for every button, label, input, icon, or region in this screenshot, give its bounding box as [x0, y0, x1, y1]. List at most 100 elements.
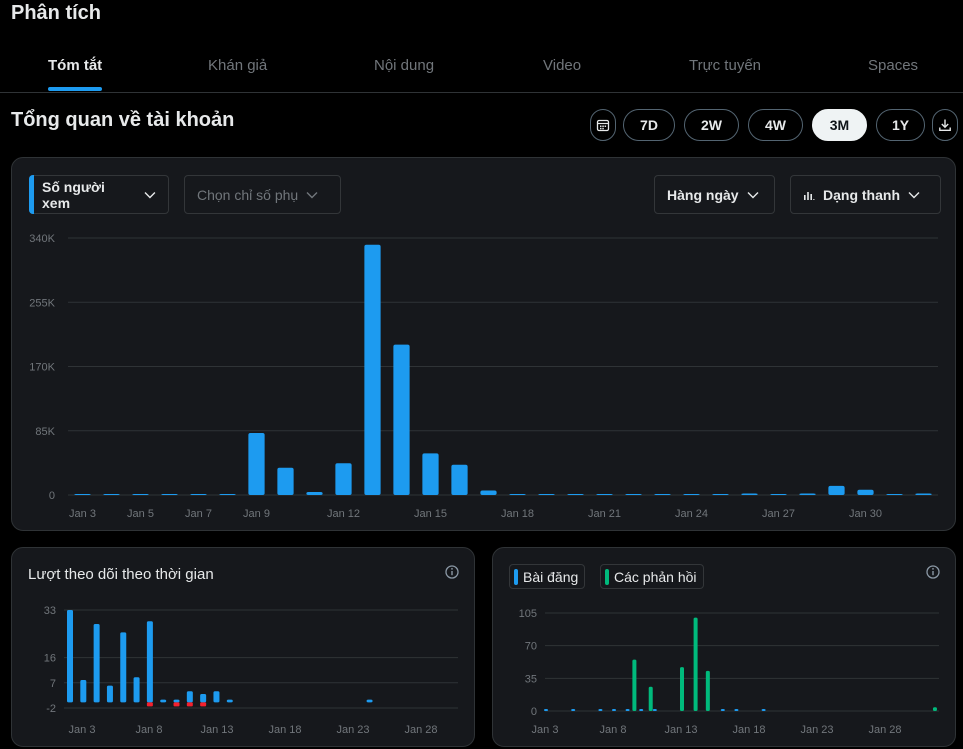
x-tick-label: Jan 18: [268, 724, 301, 736]
download-icon: [939, 119, 951, 132]
tab-live[interactable]: Trực tuyến: [689, 48, 761, 92]
x-tick-label: Jan 5: [127, 508, 154, 520]
reply-bar: [705, 670, 710, 711]
x-tick-label: Jan 13: [664, 724, 697, 736]
interval-label: Hàng ngày: [667, 186, 739, 203]
y-tick-label: 0: [49, 490, 55, 502]
views-bar: [103, 494, 120, 495]
metric-color-indicator: [29, 175, 34, 214]
views-bar: [335, 463, 352, 495]
post-bar: [598, 709, 603, 711]
tab-bar: Tóm tắt Khán giả Nội dung Video Trực tuy…: [0, 48, 963, 93]
views-bar: [480, 490, 497, 495]
chevron-down-icon: [144, 191, 156, 198]
section-title: Tổng quan về tài khoản: [11, 109, 235, 131]
x-tick-label: Jan 23: [800, 724, 833, 736]
chart-style-dropdown[interactable]: Dạng thanh: [790, 175, 941, 214]
follower-gain-bar: [186, 691, 193, 703]
x-tick-label: Jan 13: [200, 724, 233, 736]
views-bar: [683, 494, 700, 495]
reply-bar: [680, 667, 684, 711]
date-picker-button[interactable]: [590, 109, 616, 141]
post-bar: [571, 709, 576, 711]
metric-label: Số người xem: [42, 178, 105, 211]
range-1y-button[interactable]: 1Y: [876, 109, 925, 141]
follower-loss-bar: [200, 702, 207, 707]
calendar-icon: [596, 119, 610, 132]
x-tick-label: Jan 12: [327, 508, 360, 520]
bar-chart-icon: [804, 191, 815, 200]
y-tick-label: 255K: [29, 297, 55, 309]
followers-bar-chart: 33 16 7 -2 Jan 3 Jan 8 Jan 13 Jan 18 Jan 23 Jan 2…: [44, 605, 458, 736]
views-bar: [828, 485, 845, 495]
tab-content[interactable]: Nội dung: [374, 48, 434, 92]
range-3m-button[interactable]: 3M: [812, 109, 867, 141]
x-tick-label: Jan 21: [588, 508, 621, 520]
views-bar: [770, 494, 787, 495]
views-bar: [364, 244, 381, 495]
x-tick-label: Jan 7: [185, 508, 212, 520]
tab-label: Khán giả: [208, 57, 268, 74]
metric-dropdown[interactable]: Số người xem: [29, 175, 169, 214]
tab-label: Spaces: [868, 57, 919, 74]
legend-swatch: [605, 568, 609, 585]
legend-posts[interactable]: Bài đăng: [509, 564, 586, 589]
follower-gain-bar: [146, 621, 153, 703]
post-bar: [734, 709, 739, 711]
tab-spaces[interactable]: Spaces: [868, 48, 918, 92]
views-bar: [219, 494, 236, 495]
views-bar: [451, 464, 468, 495]
tab-label: Video: [543, 57, 582, 74]
follower-gain-bar: [93, 624, 100, 703]
y-tick-label: 85K: [35, 426, 55, 438]
download-button[interactable]: [932, 109, 958, 141]
views-bar: [74, 494, 91, 495]
range-7d-button[interactable]: 7D: [623, 109, 675, 141]
follower-gain-bar: [213, 691, 220, 703]
views-bar: [248, 433, 265, 495]
follower-gain-bar: [200, 694, 207, 703]
views-bar: [654, 494, 671, 495]
posts-replies-card: Bài đăng Các phản hồi 105 70 35 0 Jan 3 Jan 8…: [492, 547, 956, 747]
follower-gain-bar: [80, 680, 87, 703]
x-tick-label: Jan 8: [600, 724, 627, 736]
x-tick-label: Jan 15: [414, 508, 447, 520]
follower-gain-bar: [366, 699, 373, 703]
follower-loss-bar: [173, 702, 180, 707]
post-bar: [720, 709, 725, 711]
views-bar: [567, 494, 584, 495]
active-tab-indicator: [48, 87, 103, 91]
views-bar: [886, 494, 903, 495]
tab-audience[interactable]: Khán giả: [208, 48, 267, 92]
views-bar: [306, 491, 323, 495]
range-4w-button[interactable]: 4W: [748, 109, 803, 141]
legend-swatch: [514, 568, 518, 585]
interval-dropdown[interactable]: Hàng ngày: [654, 175, 775, 214]
post-bar: [625, 709, 630, 711]
tab-video[interactable]: Video: [543, 48, 581, 92]
page-title: Phân tích: [11, 2, 102, 24]
tab-summary[interactable]: Tóm tắt: [48, 48, 103, 92]
follower-gain-bar: [173, 699, 180, 703]
info-icon[interactable]: [925, 564, 941, 580]
reply-bar: [648, 686, 653, 711]
x-tick-label: Jan 18: [732, 724, 765, 736]
views-bar: [277, 467, 294, 495]
x-tick-label: Jan 28: [868, 724, 901, 736]
views-bar: [625, 494, 642, 495]
reply-bar: [932, 707, 937, 711]
follower-loss-bar: [146, 702, 153, 707]
y-tick-label: 33: [44, 605, 56, 617]
views-bar: [132, 494, 149, 495]
info-icon[interactable]: [444, 564, 460, 580]
legend-replies[interactable]: Các phản hồi: [600, 564, 704, 589]
x-tick-label: Jan 3: [532, 724, 559, 736]
tab-label: Tóm tắt: [48, 57, 103, 74]
range-2w-button[interactable]: 2W: [684, 109, 739, 141]
secondary-metric-dropdown[interactable]: Chọn chỉ số phụ: [184, 175, 341, 214]
views-bar: [161, 494, 178, 495]
follower-gain-bar: [160, 699, 167, 703]
y-tick-label: 7: [50, 678, 56, 690]
views-bar: [857, 489, 874, 495]
x-tick-label: Jan 9: [243, 508, 270, 520]
